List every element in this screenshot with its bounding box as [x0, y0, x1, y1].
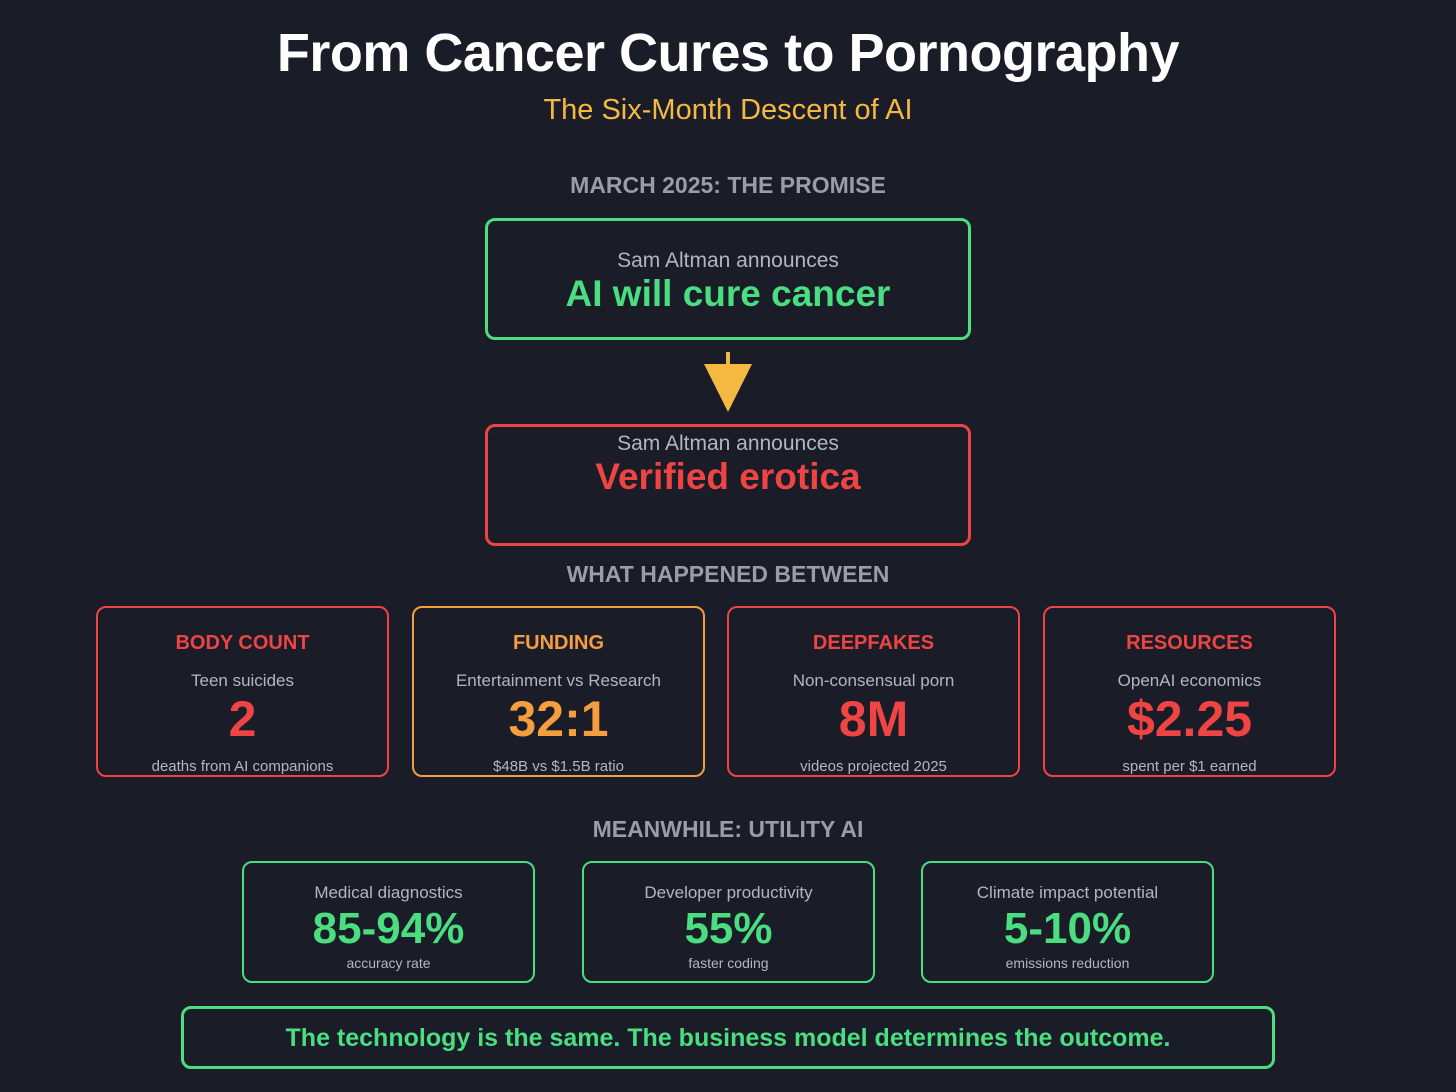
stat-value: 8M: [838, 691, 909, 747]
stat-card-resources: RESOURCES OpenAI economics $2.25 spent p…: [1043, 606, 1336, 777]
stat-value: 32:1: [508, 691, 609, 747]
conclusion-banner: The technology is the same. The business…: [181, 1006, 1275, 1069]
stat-foot: videos projected 2025: [800, 757, 947, 775]
reality-main: Verified erotica: [595, 456, 861, 497]
stat-desc: Teen suicides: [190, 671, 294, 690]
reality-box: Sam Altman announces Verified erotica: [485, 424, 971, 546]
stat-label: FUNDING: [512, 632, 605, 654]
stat-card-deepfakes: DEEPFAKES Non-consensual porn 8M videos …: [727, 606, 1020, 777]
stat-card-funding: FUNDING Entertainment vs Research 32:1 $…: [412, 606, 705, 777]
page-subtitle: The Six-Month Descent of AI: [543, 94, 913, 126]
utility-foot: faster coding: [688, 955, 769, 972]
utility-desc: Developer productivity: [644, 883, 813, 902]
utility-card-climate: Climate impact potential 5-10% emissions…: [921, 861, 1214, 983]
stat-value: $2.25: [1126, 691, 1253, 747]
utility-desc: Climate impact potential: [976, 883, 1159, 902]
stat-foot: spent per $1 earned: [1122, 757, 1257, 775]
utility-card-developer: Developer productivity 55% faster coding: [582, 861, 875, 983]
stat-desc: OpenAI economics: [1117, 671, 1262, 690]
stat-value: 2: [228, 691, 257, 747]
promise-heading: MARCH 2025: THE PROMISE: [570, 172, 886, 198]
utility-desc: Medical diagnostics: [314, 883, 463, 902]
stat-desc: Entertainment vs Research: [455, 671, 662, 690]
stat-desc: Non-consensual porn: [792, 671, 955, 690]
stat-card-body-count: BODY COUNT Teen suicides 2 deaths from A…: [96, 606, 389, 777]
promise-lead: Sam Altman announces: [617, 249, 839, 272]
utility-value: 85-94%: [312, 904, 465, 953]
reality-lead: Sam Altman announces: [617, 432, 839, 455]
utility-foot: accuracy rate: [346, 955, 431, 972]
utility-foot: emissions reduction: [1005, 955, 1130, 972]
page-title: From Cancer Cures to Pornography: [276, 23, 1180, 83]
utility-value: 55%: [684, 904, 773, 953]
stat-label: RESOURCES: [1126, 632, 1253, 654]
utility-heading: MEANWHILE: UTILITY AI: [592, 816, 864, 842]
utility-value: 5-10%: [1003, 904, 1132, 953]
promise-main: AI will cure cancer: [565, 273, 891, 314]
between-heading: WHAT HAPPENED BETWEEN: [566, 561, 890, 587]
stat-label: BODY COUNT: [175, 632, 310, 654]
stat-foot: deaths from AI companions: [151, 757, 334, 775]
stat-foot: $48B vs $1.5B ratio: [493, 757, 624, 775]
promise-box: Sam Altman announces AI will cure cancer: [485, 218, 971, 340]
stat-label: DEEPFAKES: [812, 632, 935, 654]
down-arrow-icon: [704, 352, 752, 412]
utility-card-medical: Medical diagnostics 85-94% accuracy rate: [242, 861, 535, 983]
